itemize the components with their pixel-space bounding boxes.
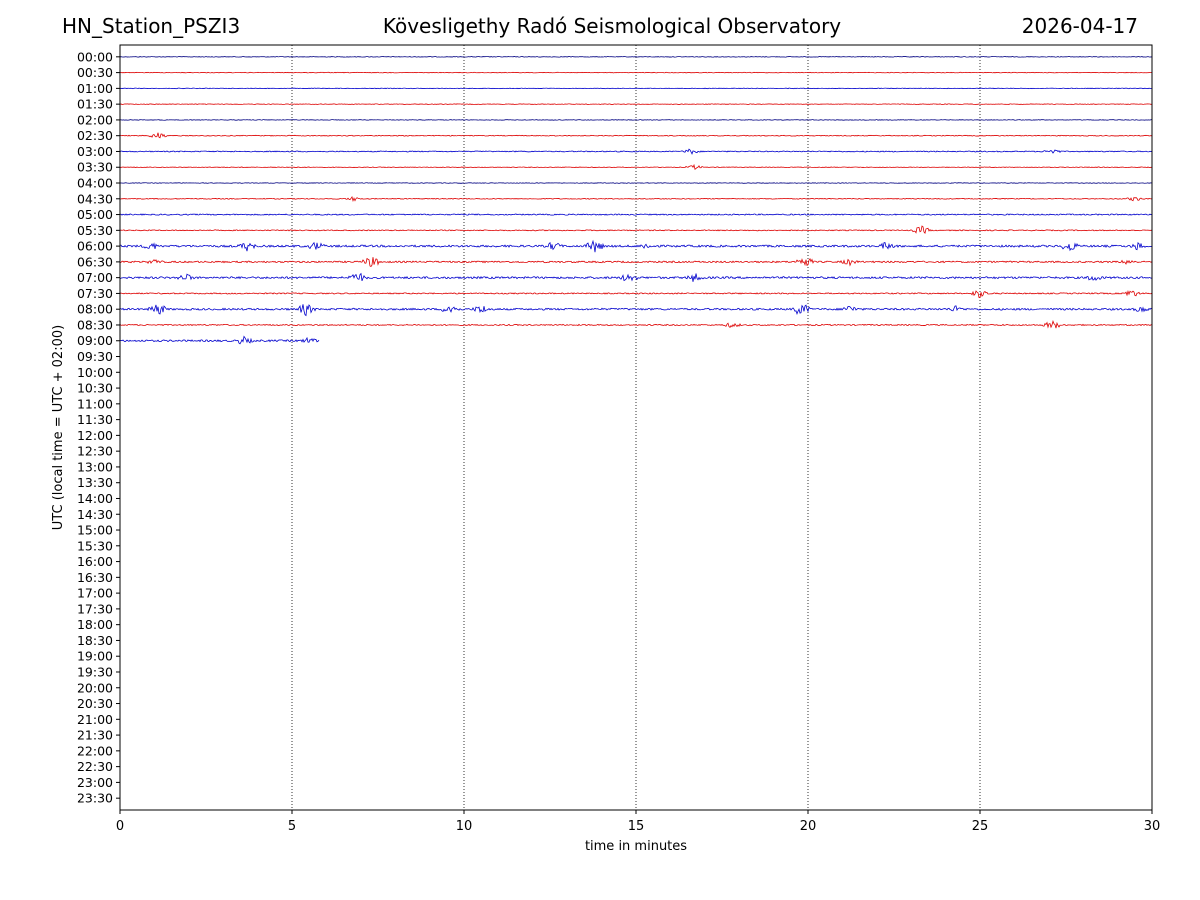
y-tick-label: 19:00	[77, 649, 113, 664]
y-tick-label: 10:30	[77, 381, 113, 396]
x-tick-label: 5	[288, 819, 296, 834]
trace-0530	[119, 225, 1153, 234]
trace-0730	[119, 290, 1153, 299]
y-tick-label: 11:00	[77, 396, 113, 411]
trace-0230	[119, 132, 1153, 139]
x-tick-label: 15	[628, 819, 645, 834]
x-axis-label: time in minutes	[585, 839, 687, 854]
y-tick-label: 05:00	[77, 207, 113, 222]
y-tick-label: 12:30	[77, 444, 113, 459]
y-tick-label: 00:30	[77, 65, 113, 80]
trace-0100	[119, 87, 1153, 90]
y-tick-label: 09:00	[77, 333, 113, 348]
trace-0030	[119, 71, 1153, 74]
trace-0900	[119, 335, 320, 345]
trace-0630	[119, 257, 1153, 267]
y-tick-label: 21:00	[77, 712, 113, 727]
y-tick-label: 04:30	[77, 191, 113, 206]
y-tick-label: 02:30	[77, 128, 113, 143]
chart-date: 2026-04-17	[1021, 14, 1138, 38]
y-tick-label: 18:00	[77, 617, 113, 632]
trace-0400	[119, 182, 1153, 184]
y-tick-label: 20:00	[77, 680, 113, 695]
x-tick-label: 25	[972, 819, 989, 834]
x-tick-label: 10	[456, 819, 473, 834]
y-tick-label: 07:00	[77, 270, 113, 285]
y-tick-label: 23:30	[77, 791, 113, 806]
y-tick-label: 06:00	[77, 239, 113, 254]
y-tick-label: 15:30	[77, 538, 113, 553]
y-axis-label: UTC (local time = UTC + 02:00)	[51, 325, 66, 530]
y-tick-label: 06:30	[77, 254, 113, 269]
y-tick-label: 15:00	[77, 523, 113, 538]
y-tick-label: 21:30	[77, 728, 113, 743]
x-tick-label: 30	[1144, 819, 1161, 834]
y-tick-label: 04:00	[77, 176, 113, 191]
trace-0830	[119, 319, 1153, 329]
trace-0600	[119, 239, 1153, 253]
trace-0500	[119, 213, 1153, 216]
trace-0130	[119, 103, 1153, 105]
y-tick-label: 20:30	[77, 696, 113, 711]
y-tick-label: 07:30	[77, 286, 113, 301]
y-tick-label: 16:30	[77, 570, 113, 585]
y-tick-label: 00:00	[77, 49, 113, 64]
y-tick-label: 23:00	[77, 775, 113, 790]
y-tick-label: 08:00	[77, 302, 113, 317]
y-tick-label: 13:00	[77, 459, 113, 474]
y-tick-label: 03:00	[77, 144, 113, 159]
y-tick-label: 09:30	[77, 349, 113, 364]
trace-0000	[119, 56, 1153, 58]
y-tick-label: 08:30	[77, 317, 113, 332]
y-tick-label: 01:00	[77, 81, 113, 96]
trace-0700	[119, 272, 1153, 282]
x-tick-label: 0	[116, 819, 124, 834]
trace-0200	[119, 119, 1153, 121]
y-tick-label: 17:00	[77, 586, 113, 601]
y-tick-label: 11:30	[77, 412, 113, 427]
station-name: HN_Station_PSZI3	[62, 14, 241, 38]
y-tick-label: 03:30	[77, 160, 113, 175]
x-tick-label: 20	[800, 819, 817, 834]
y-tick-label: 19:30	[77, 664, 113, 679]
y-tick-label: 22:30	[77, 759, 113, 774]
trace-0800	[119, 304, 1153, 317]
y-tick-label: 18:30	[77, 633, 113, 648]
y-tick-label: 17:30	[77, 601, 113, 616]
trace-0300	[119, 148, 1153, 155]
y-tick-label: 10:00	[77, 365, 113, 380]
y-tick-label: 12:00	[77, 428, 113, 443]
y-tick-label: 16:00	[77, 554, 113, 569]
y-tick-label: 14:00	[77, 491, 113, 506]
y-tick-label: 02:00	[77, 112, 113, 127]
chart-title: Kövesligethy Radó Seismological Observat…	[382, 14, 842, 38]
trace-0330	[119, 163, 1153, 171]
y-tick-label: 05:30	[77, 223, 113, 238]
trace-0430	[119, 196, 1153, 203]
y-tick-label: 14:30	[77, 507, 113, 522]
y-tick-label: 01:30	[77, 97, 113, 112]
y-tick-label: 22:00	[77, 743, 113, 758]
y-tick-label: 13:30	[77, 475, 113, 490]
